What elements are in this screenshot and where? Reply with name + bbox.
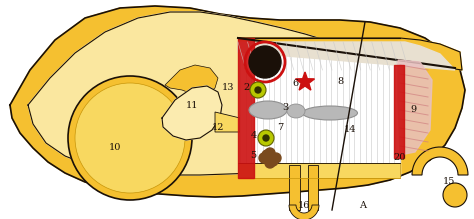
Text: 9: 9 (410, 106, 416, 115)
Polygon shape (412, 147, 468, 175)
Text: 7: 7 (277, 124, 283, 132)
Polygon shape (215, 112, 240, 132)
Polygon shape (308, 165, 318, 210)
Circle shape (259, 153, 269, 163)
Text: 2: 2 (244, 83, 250, 92)
Text: 1: 1 (260, 53, 266, 62)
Polygon shape (240, 115, 400, 175)
Text: 6: 6 (292, 78, 298, 88)
Text: 5: 5 (250, 150, 256, 159)
Text: 13: 13 (222, 83, 234, 92)
Polygon shape (398, 60, 432, 155)
Ellipse shape (287, 104, 305, 118)
Text: 14: 14 (344, 125, 356, 134)
Polygon shape (295, 72, 315, 90)
Circle shape (68, 76, 192, 200)
Circle shape (271, 153, 281, 163)
Polygon shape (28, 12, 370, 175)
Circle shape (268, 156, 278, 166)
Text: 15: 15 (443, 178, 455, 187)
Polygon shape (289, 205, 319, 219)
Circle shape (75, 83, 185, 193)
Polygon shape (162, 86, 222, 140)
Polygon shape (238, 38, 462, 70)
Polygon shape (238, 163, 400, 178)
Ellipse shape (249, 101, 287, 119)
Ellipse shape (302, 106, 357, 120)
Circle shape (250, 82, 266, 98)
Circle shape (263, 135, 269, 141)
Polygon shape (394, 65, 404, 158)
Text: A: A (359, 201, 366, 210)
Polygon shape (238, 38, 254, 178)
Text: 4: 4 (251, 131, 257, 140)
Circle shape (265, 153, 275, 163)
Polygon shape (240, 42, 400, 115)
Polygon shape (162, 86, 222, 140)
Polygon shape (165, 65, 218, 95)
Circle shape (249, 46, 281, 78)
Text: 8: 8 (337, 78, 343, 87)
Circle shape (265, 158, 275, 168)
Text: 11: 11 (186, 101, 198, 110)
Polygon shape (289, 165, 300, 210)
Circle shape (443, 183, 467, 207)
Polygon shape (238, 42, 455, 70)
Polygon shape (10, 6, 465, 197)
Text: 12: 12 (212, 124, 224, 132)
Polygon shape (238, 38, 400, 52)
Text: 16: 16 (298, 201, 310, 210)
Text: 3: 3 (282, 104, 288, 113)
Circle shape (265, 148, 275, 158)
Circle shape (262, 150, 272, 160)
Circle shape (258, 130, 274, 146)
Text: 20: 20 (394, 154, 406, 162)
Polygon shape (28, 12, 370, 175)
Text: 10: 10 (109, 143, 121, 152)
Circle shape (255, 87, 261, 93)
